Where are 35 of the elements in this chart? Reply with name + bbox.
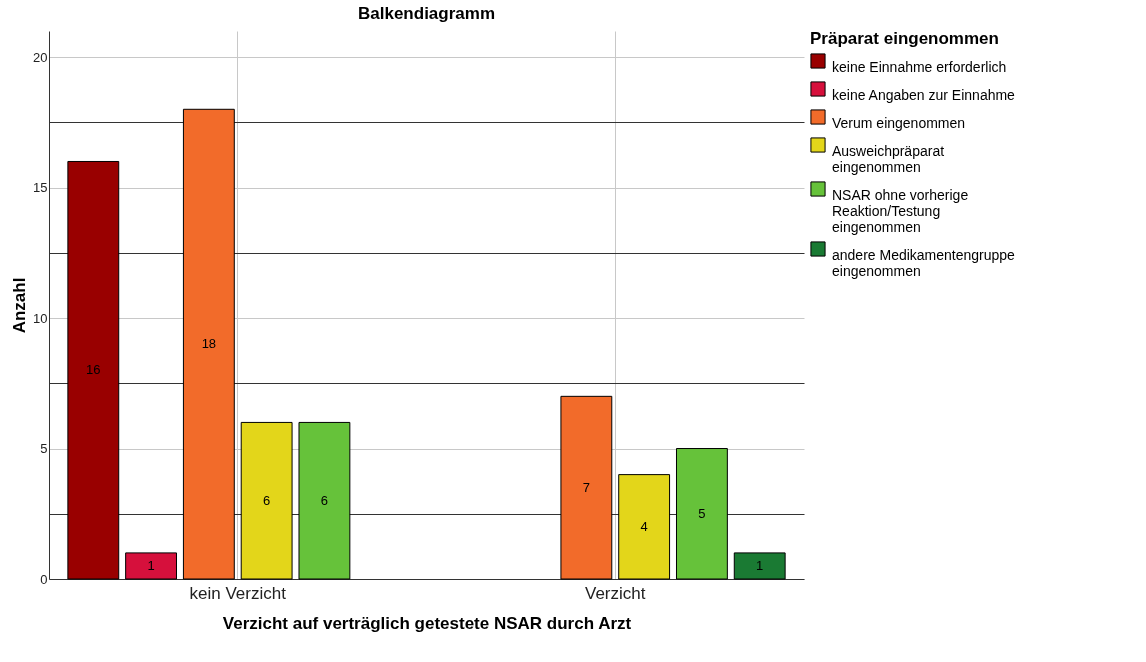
bar: [560, 395, 613, 580]
chart-title: Balkendiagramm: [358, 4, 495, 23]
y-tick-label: 10: [33, 310, 48, 326]
legend-label: keine Einnahme erforderlich: [832, 59, 1007, 75]
data-label: 4: [640, 518, 648, 534]
bar: [298, 421, 351, 580]
x-tick-label: Verzicht: [585, 583, 646, 603]
y-tick-label: 5: [40, 441, 48, 457]
data-label: 1: [147, 557, 155, 573]
legend-label: andere Medikamentengruppe eingenommen: [832, 247, 1016, 279]
y-tick-label: 15: [33, 180, 48, 196]
bar: [618, 474, 671, 580]
data-label: 16: [86, 362, 101, 378]
data-label: 1: [756, 557, 764, 573]
bar: [182, 108, 235, 580]
data-label: 7: [582, 479, 590, 495]
y-axis-title: Anzahl: [10, 277, 30, 334]
data-label: 18: [201, 336, 217, 352]
y-tick-label: 0: [40, 571, 48, 587]
legend-title: Präparat eingenommen: [810, 29, 999, 48]
x-axis-title: Verzicht auf verträglich getestete NSAR durch Arzt: [222, 613, 632, 633]
bar: [733, 552, 786, 580]
data-label: 6: [263, 492, 271, 508]
data-label: 6: [320, 492, 329, 508]
bar: [125, 552, 177, 580]
bar: [240, 421, 293, 580]
y-tick-label: 20: [33, 49, 48, 65]
legend-label: NSAR ohne vorherige Reaktion/Testung eingenommen: [832, 187, 969, 235]
legend-label: Verum eingenommen: [832, 115, 966, 131]
bar: [67, 160, 120, 580]
legend-label: Ausweichpräparat eingenommen: [832, 143, 945, 175]
x-tick-label: kein Verzicht: [189, 583, 287, 603]
legend-label: keine Angaben zur Einnahme: [832, 87, 1016, 103]
data-label: 5: [698, 505, 706, 521]
bar: [676, 448, 728, 580]
